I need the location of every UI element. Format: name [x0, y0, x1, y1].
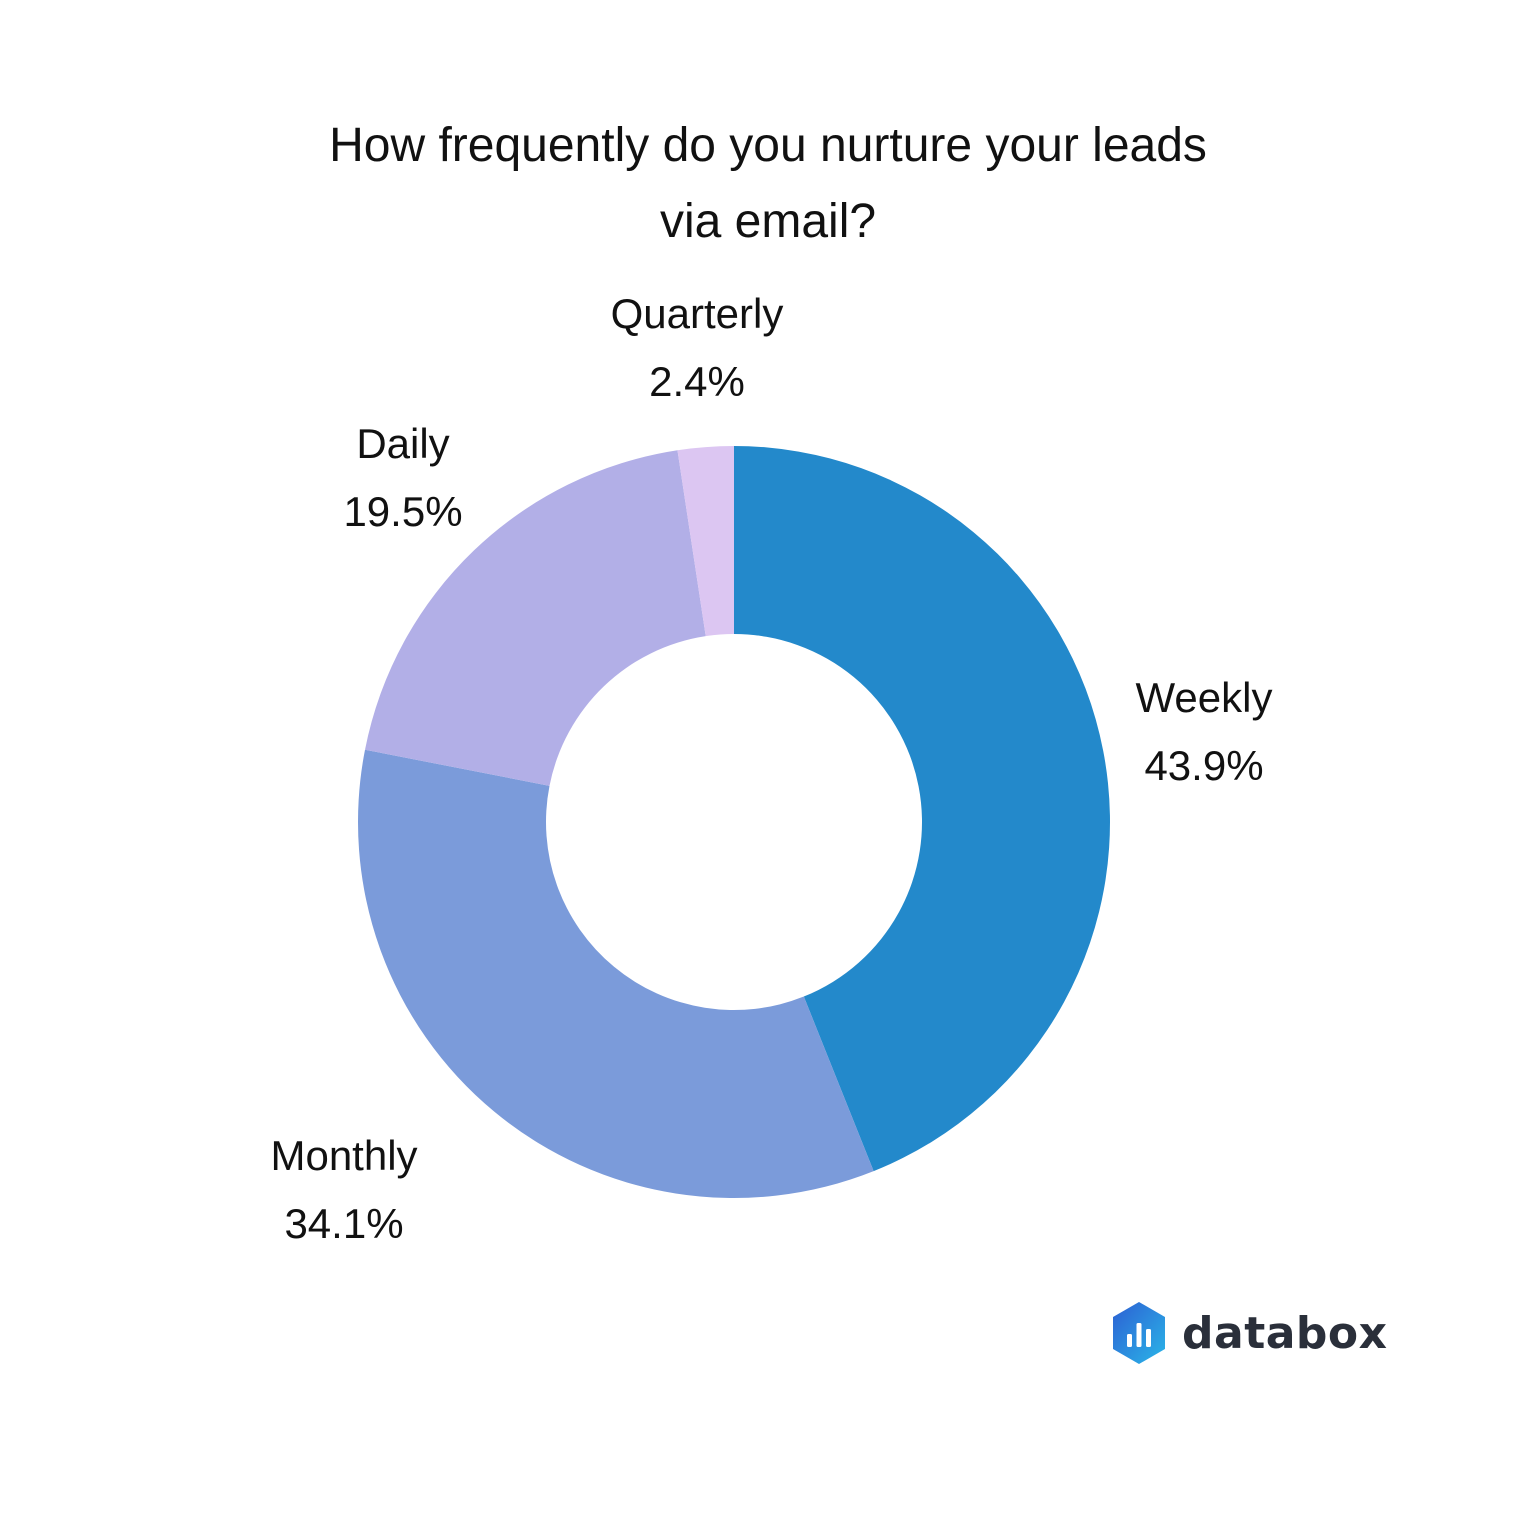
slice-category-monthly: Monthly — [270, 1132, 418, 1179]
brand-logo: databox — [1110, 1298, 1388, 1368]
slice-label-quarterly: Quarterly 2.4% — [611, 280, 784, 416]
slice-value-daily: 19.5% — [343, 488, 463, 535]
brand-name: databox — [1182, 1307, 1388, 1359]
slice-weekly — [734, 446, 1110, 1172]
databox-logo-icon — [1113, 1302, 1165, 1364]
slice-label-monthly: Monthly 34.1% — [270, 1122, 417, 1258]
chart-title: How frequently do you nurture your leads… — [168, 108, 1368, 260]
chart-title-line-1: How frequently do you nurture your leads — [329, 119, 1207, 172]
donut-slices — [357, 446, 1110, 1198]
slice-value-quarterly: 2.4% — [649, 358, 745, 405]
slice-value-monthly: 34.1% — [284, 1200, 404, 1247]
slice-label-daily: Daily 19.5% — [343, 410, 462, 546]
slice-quarterly — [677, 446, 734, 637]
chart-title-line-2: via email? — [659, 195, 877, 248]
slice-category-daily: Daily — [356, 420, 450, 467]
slice-daily — [365, 450, 706, 786]
slice-category-weekly: Weekly — [1135, 674, 1273, 721]
slice-monthly — [357, 749, 874, 1198]
slice-label-weekly: Weekly 43.9% — [1136, 664, 1273, 800]
slice-value-weekly: 43.9% — [1144, 742, 1264, 789]
slice-category-quarterly: Quarterly — [610, 290, 784, 337]
